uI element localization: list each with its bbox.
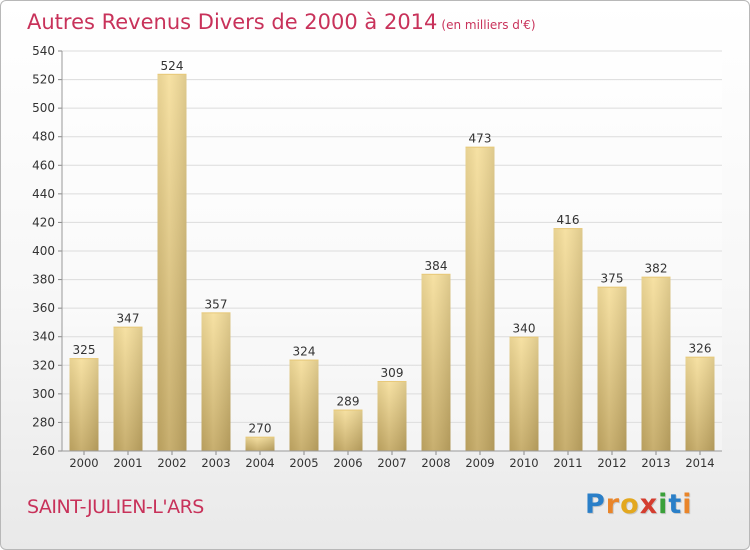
y-tick-label: 300 [32, 387, 55, 401]
bar-shade-2009 [465, 146, 495, 451]
chart-title: Autres Revenus Divers de 2000 à 2014 (en … [27, 10, 536, 34]
axes: 260 280 300 320 340 360 380 400 420 440 460 480 500 5… [32, 44, 722, 470]
data-label: 270 [249, 422, 272, 436]
y-tick-label: 340 [32, 330, 55, 344]
x-tick-label: 2008 [421, 456, 450, 470]
bar-shade-2002 [157, 73, 187, 451]
y-tick-label: 480 [32, 130, 55, 144]
data-label: 357 [205, 297, 228, 311]
bar-shade-2010 [509, 336, 539, 451]
data-label: 375 [601, 272, 624, 286]
data-label: 473 [469, 132, 492, 146]
bars: 325 347 524 357 270 324 289 309 384 473 340 416 375 3… [69, 59, 715, 451]
chart-subtitle: (en milliers d'€) [441, 18, 536, 32]
data-label: 289 [337, 395, 360, 409]
bar-shade-2012 [597, 286, 627, 451]
data-label: 416 [557, 213, 580, 227]
y-tick-label: 260 [32, 444, 55, 458]
x-tick-label: 2006 [333, 456, 362, 470]
data-label: 309 [381, 366, 404, 380]
bar-shade-2014 [685, 356, 715, 451]
y-tick-label: 440 [32, 187, 55, 201]
y-tick-label: 280 [32, 415, 55, 429]
logo-letter: i [658, 489, 669, 520]
data-label: 347 [117, 312, 140, 326]
data-label: 326 [689, 342, 712, 356]
bar-shade-2011 [553, 228, 583, 451]
x-tick-label: 2009 [465, 456, 494, 470]
y-tick-label: 500 [32, 101, 55, 115]
y-tick-label: 400 [32, 244, 55, 258]
x-tick-label: 2005 [289, 456, 318, 470]
bar-shade-2005 [289, 359, 319, 451]
bar-shade-2006 [333, 409, 363, 451]
bar-shade-2001 [113, 326, 143, 451]
logo-letter: r [605, 489, 621, 520]
bar-shade-2013 [641, 276, 671, 451]
y-tick-label: 460 [32, 158, 55, 172]
proxiti-logo: Proxiti [585, 489, 693, 520]
bar-shade-2004 [245, 436, 275, 451]
y-tick-label: 420 [32, 215, 55, 229]
x-tick-label: 2001 [113, 456, 142, 470]
logo-letter: x [639, 489, 659, 520]
bar-shade-2007 [377, 381, 407, 451]
data-label: 325 [73, 343, 96, 357]
y-tick-label: 520 [32, 73, 55, 87]
x-tick-label: 2003 [201, 456, 230, 470]
x-tick-label: 2011 [553, 456, 582, 470]
x-tick-label: 2010 [509, 456, 538, 470]
data-label: 324 [293, 345, 316, 359]
y-tick-label: 380 [32, 273, 55, 287]
logo-letter: i [682, 489, 693, 520]
y-tick-label: 360 [32, 301, 55, 315]
chart-title-text: Autres Revenus Divers de 2000 à 2014 [27, 10, 438, 34]
x-tick-label: 2007 [377, 456, 406, 470]
bar-shade-2003 [201, 312, 231, 451]
data-label: 524 [161, 59, 184, 73]
logo-letter: t [668, 489, 683, 520]
y-tick-label: 540 [32, 44, 55, 58]
data-label: 340 [513, 322, 536, 336]
logo-letter: P [585, 489, 606, 520]
x-tick-label: 2014 [685, 456, 714, 470]
x-tick-label: 2012 [597, 456, 626, 470]
data-label: 382 [645, 262, 668, 276]
x-tick-label: 2013 [641, 456, 670, 470]
x-tick-label: 2000 [69, 456, 98, 470]
data-label: 384 [425, 259, 448, 273]
logo-letter: o [620, 489, 640, 520]
x-tick-label: 2004 [245, 456, 274, 470]
x-tick-label: 2002 [157, 456, 186, 470]
town-name: SAINT-JULIEN-L'ARS [27, 496, 204, 518]
bar-shade-2000 [69, 358, 99, 451]
y-tick-label: 320 [32, 358, 55, 372]
bar-shade-2008 [421, 273, 451, 451]
